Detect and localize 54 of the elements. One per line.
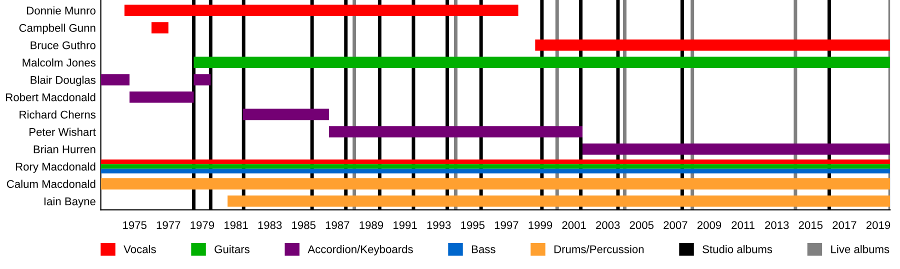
x-tick-label: 1997 xyxy=(494,221,518,230)
legend-label: Drums/Percussion xyxy=(554,245,644,254)
x-tick-label: 2005 xyxy=(630,221,654,230)
x-tick-label: 2019 xyxy=(866,221,890,230)
legend-label: Guitars xyxy=(214,245,250,254)
x-tick-label: 2003 xyxy=(596,221,620,230)
bar xyxy=(100,74,130,86)
y-tick-label: Campbell Gunn xyxy=(19,24,96,34)
bar xyxy=(152,22,168,34)
legend-label: Vocals xyxy=(124,245,156,254)
y-tick-label: Calum Macdonald xyxy=(6,180,96,188)
x-tick-label: 1981 xyxy=(224,221,248,230)
bar xyxy=(242,108,329,120)
x-tick-label: 1991 xyxy=(394,221,417,230)
y-tick-label: Richard Cherns xyxy=(20,110,96,119)
y-tick-label: Peter Wishart xyxy=(30,128,96,136)
y-tick-label: Rory Macdonald xyxy=(16,162,96,173)
x-tick-label: 2009 xyxy=(697,221,722,230)
bar xyxy=(100,178,890,190)
x-tick-label: 1999 xyxy=(528,221,552,230)
x-tick-label: 1993 xyxy=(427,221,451,230)
bar xyxy=(228,196,890,207)
bar xyxy=(100,168,890,174)
bar xyxy=(124,4,518,16)
y-tick-label: Iain Bayne xyxy=(44,197,96,208)
x-tick-label: 1975 xyxy=(123,221,146,230)
y-tick-label: Robert Macdonald xyxy=(6,93,96,102)
legend-label: Bass xyxy=(472,245,496,254)
bar xyxy=(194,74,211,86)
legend-label: Live albums xyxy=(831,245,890,254)
x-tick-label: 2011 xyxy=(732,221,754,230)
bar xyxy=(535,39,890,51)
x-tick-label: 2015 xyxy=(798,221,823,230)
x-tick-label: 2007 xyxy=(664,221,688,230)
x-tick-label: 1985 xyxy=(292,221,316,230)
bar xyxy=(130,91,194,103)
x-tick-label: 2013 xyxy=(765,221,789,230)
legend-label: Studio albums xyxy=(702,245,772,254)
x-tick-label: 1995 xyxy=(461,221,485,230)
bar xyxy=(328,126,582,138)
y-tick-label: Blair Douglas xyxy=(30,76,96,86)
y-tick-label: Bruce Guthro xyxy=(30,41,96,50)
x-tick-label: 2017 xyxy=(832,221,856,230)
legend-label: Accordion/Keyboards xyxy=(308,245,413,256)
y-tick-label: Brian Hurren xyxy=(34,145,96,154)
x-tick-label: 1977 xyxy=(156,221,180,230)
x-tick-label: 1987 xyxy=(326,221,350,230)
x-tick-label: 2001 xyxy=(562,221,586,230)
x-tick-label: 1989 xyxy=(360,221,384,230)
x-tick-label: 1983 xyxy=(258,221,282,230)
y-tick-label: Malcolm Jones xyxy=(22,58,96,67)
x-tick-label: 1979 xyxy=(190,221,214,230)
y-tick-label: Donnie Munro xyxy=(27,6,96,15)
bar xyxy=(582,143,890,155)
